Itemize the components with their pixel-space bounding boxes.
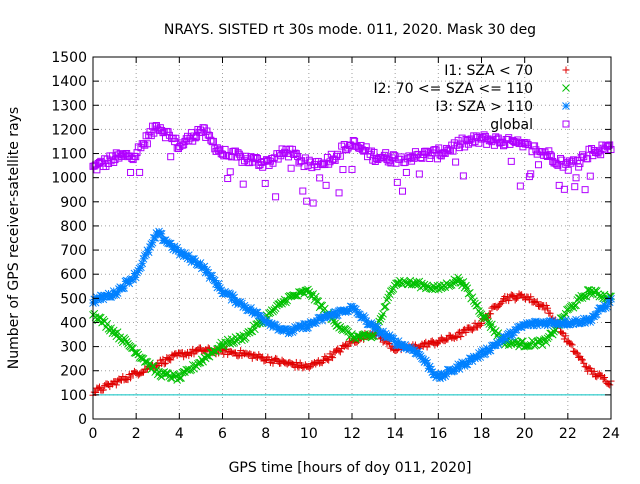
y-tick-label: 400 (60, 315, 87, 331)
x-tick-label: 4 (175, 426, 184, 442)
x-tick-label: 18 (473, 426, 491, 442)
y-tick-label: 0 (78, 412, 87, 428)
data-point (145, 249, 152, 256)
y-tick-label: 1500 (51, 50, 87, 66)
y-axis-label: Number of GPS receiver-satellite rays (6, 107, 22, 369)
legend-label: global (490, 117, 533, 133)
x-tick-label: 20 (516, 426, 534, 442)
x-tick-label: 0 (89, 426, 98, 442)
data-point (158, 230, 165, 237)
chart-title: NRAYS. SISTED rt 30s mode. 011, 2020. Ma… (164, 22, 536, 38)
x-axis-label: GPS time [hours of doy 011, 2020] (229, 460, 472, 476)
x-tick-label: 2 (132, 426, 141, 442)
x-tick-label: 16 (429, 426, 447, 442)
y-tick-label: 200 (60, 364, 87, 380)
data-point (132, 274, 139, 281)
y-tick-label: 1200 (51, 122, 87, 138)
x-tick-label: 10 (300, 426, 318, 442)
y-tick-label: 1300 (51, 98, 87, 114)
y-tick-label: 800 (60, 219, 87, 235)
legend-label: I1: SZA < 70 (444, 63, 533, 79)
y-tick-label: 100 (60, 388, 87, 404)
y-tick-label: 900 (60, 195, 87, 211)
x-tick-label: 12 (343, 426, 361, 442)
x-tick-label: 24 (602, 426, 620, 442)
data-point (139, 260, 146, 267)
y-tick-label: 700 (60, 243, 87, 259)
x-tick-label: 6 (218, 426, 227, 442)
x-tick-label: 14 (386, 426, 404, 442)
x-tick-label: 22 (559, 426, 577, 442)
y-tick-label: 500 (60, 291, 87, 307)
legend-label: I2: 70 <= SZA <= 110 (373, 81, 533, 97)
legend-label: I3: SZA > 110 (435, 99, 533, 115)
y-tick-label: 1400 (51, 74, 87, 90)
y-tick-label: 600 (60, 267, 87, 283)
y-tick-label: 300 (60, 340, 87, 356)
x-tick-label: 8 (261, 426, 270, 442)
y-tick-label: 1000 (51, 171, 87, 187)
y-tick-label: 1100 (51, 147, 87, 163)
legend-marker (563, 103, 570, 110)
